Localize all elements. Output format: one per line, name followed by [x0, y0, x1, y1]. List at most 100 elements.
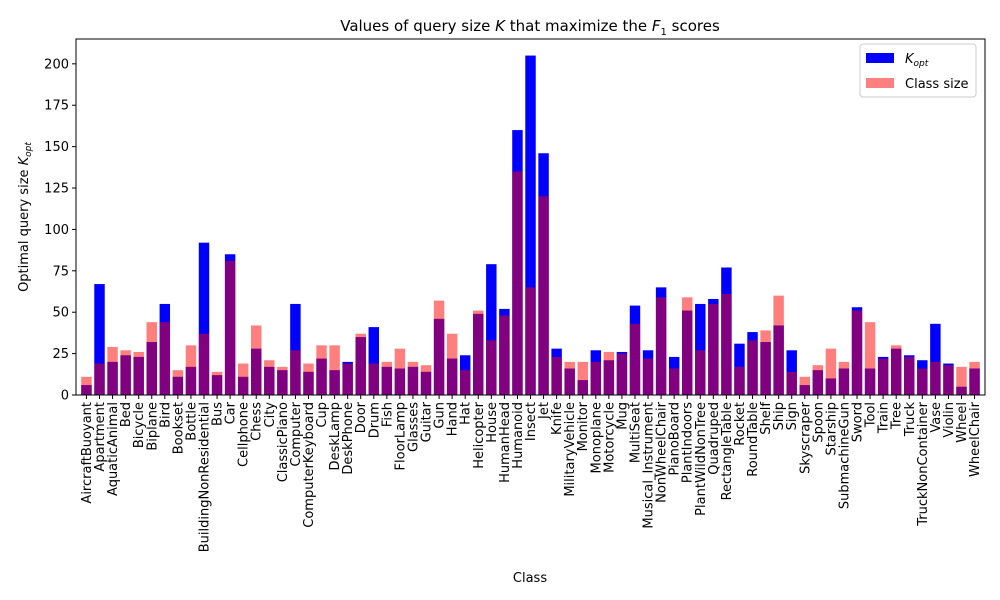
x-tick-label: SubmachineGun: [837, 402, 852, 509]
bar-class-size: [394, 348, 406, 395]
bar-class-size: [956, 366, 967, 395]
x-tick-label: Ship: [772, 402, 787, 430]
x-tick-label: Monitor: [576, 401, 591, 451]
y-axis-label: Optimal query size Kopt: [17, 142, 34, 292]
x-tick-label: Starship: [824, 402, 839, 456]
bar-class-size: [851, 310, 863, 395]
y-tick-label: 175: [44, 99, 69, 114]
bar-class-size: [525, 287, 536, 395]
bar-class-size: [407, 361, 419, 395]
bar-class-size: [773, 295, 784, 395]
bar-class-size: [682, 297, 693, 395]
x-tick-label: Helicopter: [472, 401, 487, 468]
x-tick-label: PlantWildNonTree: [694, 402, 709, 516]
bar-class-size: [224, 260, 236, 395]
legend-kopt-symbol: K: [905, 52, 915, 67]
legend-kopt-subscript: opt: [914, 59, 929, 69]
x-tick-label: House: [485, 402, 500, 443]
x-tick-label: RectangleTable: [720, 402, 735, 500]
bar-class-size: [185, 345, 197, 395]
y-tick-label: 50: [52, 306, 69, 321]
bar-class-size: [264, 360, 275, 395]
x-tick-label: Sword: [851, 402, 866, 442]
bar-class-size: [368, 363, 379, 395]
bar-class-size: [551, 356, 562, 395]
bar-class-size: [172, 370, 184, 395]
x-axis-label: Class: [513, 571, 547, 586]
bar-class-size: [590, 361, 602, 395]
x-tick-label: Bird: [158, 402, 173, 428]
bar-class-size: [133, 351, 144, 395]
bar-class-size: [120, 350, 131, 395]
bar-class-size: [799, 376, 810, 395]
x-tick-label: Hand: [446, 402, 461, 436]
x-tick-label: Knife: [550, 402, 565, 435]
x-tick-label: Drum: [367, 402, 382, 438]
bar-class-size: [446, 333, 458, 395]
bar-class-size: [94, 363, 105, 395]
x-tick-label: Cellphone: [237, 402, 252, 467]
legend-swatch-kopt: [866, 53, 894, 63]
bar-class-size: [459, 370, 471, 395]
x-tick-label: Truck: [903, 402, 918, 438]
x-tick-label: ClassicPiano: [276, 402, 291, 482]
bar-class-size: [708, 303, 719, 395]
chart-title: Values of query size K that maximize the…: [340, 17, 720, 38]
bar-class-size: [825, 348, 837, 395]
x-tick-label: Door: [354, 401, 369, 433]
x-tick-label: Car: [224, 401, 239, 424]
x-tick-label: HumanHead: [498, 402, 513, 483]
y-tick-label: 25: [52, 347, 69, 362]
bar-class-size: [564, 361, 575, 395]
bar-class-size: [251, 325, 262, 395]
bar-class-size: [303, 363, 314, 395]
x-tick-label: Skyscraper: [798, 401, 813, 473]
bar-class-size: [616, 353, 628, 395]
bar-class-size: [668, 368, 680, 395]
legend-swatch-class-size: [866, 78, 894, 88]
x-tick-label: Gun: [433, 402, 448, 429]
y-axis-label-subscript: opt: [24, 142, 34, 157]
x-tick-label: DeskLamp: [328, 402, 343, 470]
y-tick-label: 0: [61, 389, 69, 404]
bar-class-size: [342, 363, 353, 395]
x-tick-label: Spoon: [811, 402, 826, 443]
x-tick-label: MilitaryVehicle: [563, 402, 578, 497]
x-tick-label: Bottle: [184, 402, 199, 441]
x-tick-label: Bicycle: [132, 402, 147, 448]
bar-class-size: [211, 371, 223, 395]
legend-label-class-size: Class size: [905, 77, 969, 92]
bar-kopt: [486, 264, 497, 395]
bar-class-size: [146, 322, 157, 395]
bar-class-size: [760, 330, 771, 395]
x-tick-label: Glasses: [406, 402, 421, 452]
bar-class-size: [486, 340, 497, 395]
bar-class-size: [277, 366, 288, 395]
title-part-2: that maximize the: [505, 17, 652, 35]
bar-class-size: [538, 196, 549, 395]
bar-kopt: [94, 284, 105, 395]
y-axis-label-text: Optimal query size: [17, 169, 32, 291]
x-tick-label: Tool: [864, 402, 879, 428]
bar-class-size: [355, 333, 366, 395]
x-tick-label: TruckNonContainer: [916, 401, 931, 526]
bar-class-size: [890, 345, 902, 395]
x-tick-label: Wheel: [955, 402, 970, 443]
bar-class-size: [81, 376, 92, 395]
x-tick-label: Fish: [380, 402, 395, 427]
x-tick-label: PianoBoard: [668, 402, 683, 476]
bar-kopt: [930, 323, 941, 395]
plot-area: 0 25 50 75 100 125 150 175 200 AircraftBuoyantApa…: [44, 38, 986, 552]
bar-class-size: [904, 356, 915, 395]
x-tick-label: Biplane: [145, 402, 160, 451]
bar-class-size: [930, 361, 941, 395]
x-tick-label: MultiSeat: [628, 402, 643, 463]
x-tick-label: RoundTable: [746, 402, 761, 477]
x-tick-label: Shelf: [759, 402, 774, 435]
bar-class-size: [917, 368, 928, 395]
bar-class-size: [642, 358, 654, 395]
bar-class-size: [381, 361, 393, 395]
x-tick-label: NonWheelChair: [655, 401, 670, 503]
